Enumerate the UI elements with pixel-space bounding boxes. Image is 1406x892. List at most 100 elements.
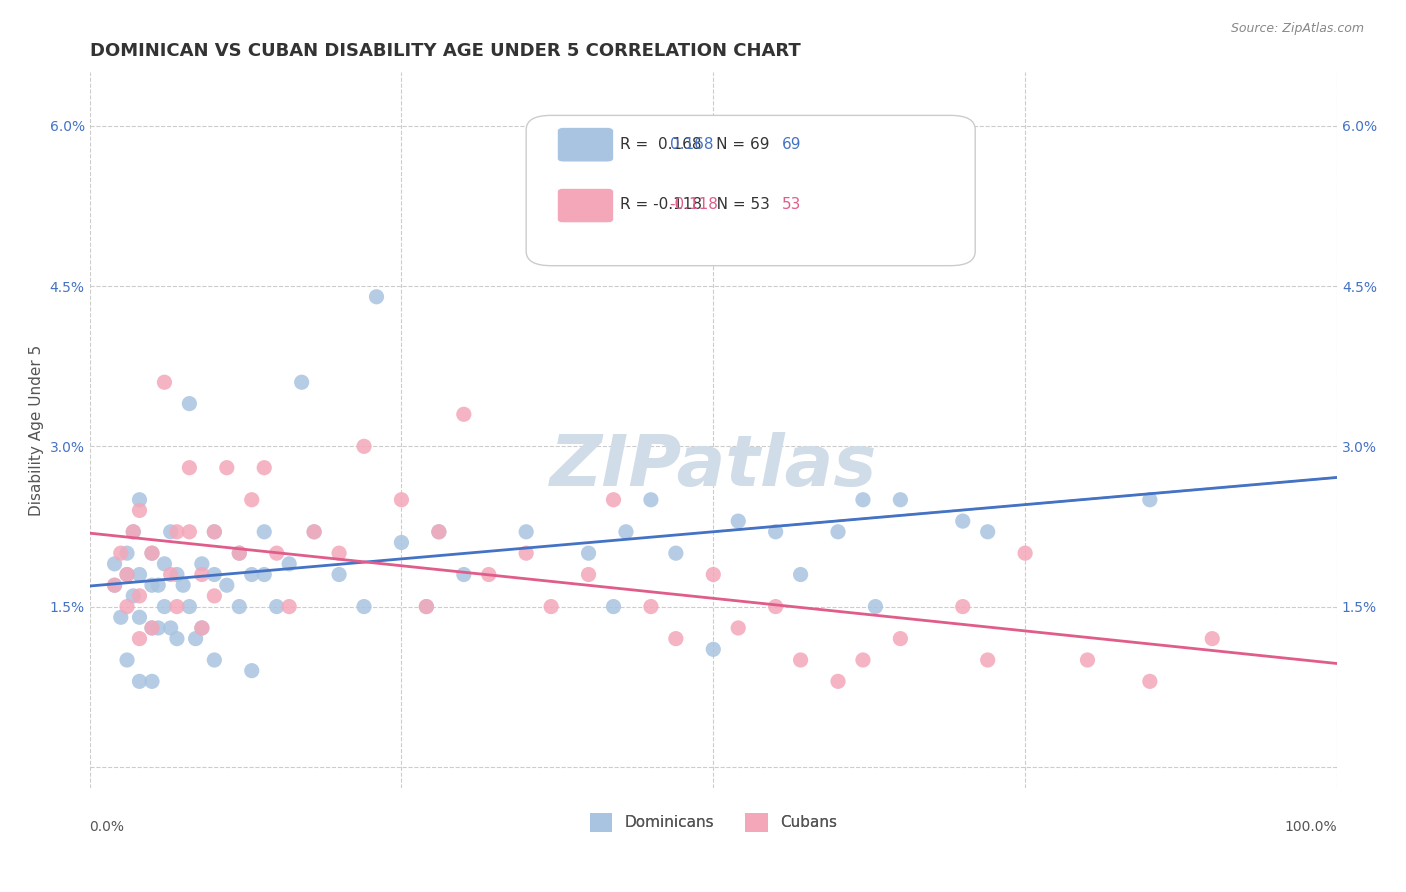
Point <box>179 599 201 614</box>
Point <box>128 503 150 517</box>
Point <box>202 653 225 667</box>
Point <box>122 524 145 539</box>
Text: R =  0.168   N = 69: R = 0.168 N = 69 <box>620 136 769 152</box>
Point <box>128 589 150 603</box>
Point <box>202 589 225 603</box>
Point <box>128 610 150 624</box>
Point <box>141 546 163 560</box>
Point <box>215 578 238 592</box>
Point <box>415 599 437 614</box>
Point <box>240 492 263 507</box>
Point <box>266 599 288 614</box>
Point <box>889 492 911 507</box>
Point <box>153 599 176 614</box>
Point <box>172 578 194 592</box>
Point <box>952 514 974 528</box>
Point <box>278 599 301 614</box>
Point <box>427 524 450 539</box>
Point <box>228 599 250 614</box>
Point <box>115 567 138 582</box>
Point <box>253 460 276 475</box>
FancyBboxPatch shape <box>526 115 976 266</box>
Text: Source: ZipAtlas.com: Source: ZipAtlas.com <box>1230 22 1364 36</box>
Point <box>578 567 600 582</box>
Point <box>228 546 250 560</box>
Point <box>128 632 150 646</box>
Point <box>1076 653 1098 667</box>
Point <box>952 599 974 614</box>
Point <box>366 290 388 304</box>
Point <box>515 524 537 539</box>
Point <box>128 567 150 582</box>
Point <box>540 599 562 614</box>
Text: ZIPatlas: ZIPatlas <box>550 432 877 500</box>
Point <box>353 439 375 453</box>
FancyBboxPatch shape <box>557 188 613 223</box>
Text: R = -0.118   N = 53: R = -0.118 N = 53 <box>620 197 769 212</box>
Point <box>191 557 214 571</box>
Point <box>179 396 201 410</box>
Point <box>166 599 188 614</box>
Point <box>202 567 225 582</box>
Point <box>115 653 138 667</box>
Text: -0.118: -0.118 <box>669 197 718 212</box>
Point <box>179 524 201 539</box>
Point <box>1201 632 1223 646</box>
Point <box>159 621 181 635</box>
Point <box>1139 492 1161 507</box>
Point <box>122 524 145 539</box>
Point <box>328 567 350 582</box>
Point <box>278 557 301 571</box>
Point <box>302 524 325 539</box>
Point <box>765 599 787 614</box>
Point <box>141 546 163 560</box>
Point <box>578 546 600 560</box>
Point <box>727 514 749 528</box>
Point <box>852 653 875 667</box>
Point <box>515 546 537 560</box>
Point <box>141 578 163 592</box>
Point <box>153 376 176 390</box>
Y-axis label: Disability Age Under 5: Disability Age Under 5 <box>30 344 44 516</box>
Point <box>166 632 188 646</box>
Text: 0.168: 0.168 <box>669 136 713 152</box>
Point <box>353 599 375 614</box>
Point <box>215 460 238 475</box>
Point <box>602 492 624 507</box>
Point <box>302 524 325 539</box>
Point <box>202 524 225 539</box>
Point <box>702 567 724 582</box>
Point <box>391 535 413 549</box>
Point <box>141 621 163 635</box>
Text: 0.0%: 0.0% <box>90 820 125 834</box>
Point <box>148 578 170 592</box>
Point <box>240 567 263 582</box>
Point <box>159 524 181 539</box>
Point <box>103 578 125 592</box>
Text: DOMINICAN VS CUBAN DISABILITY AGE UNDER 5 CORRELATION CHART: DOMINICAN VS CUBAN DISABILITY AGE UNDER … <box>90 42 800 60</box>
Point <box>665 546 688 560</box>
Point <box>141 621 163 635</box>
Point <box>240 664 263 678</box>
Point <box>789 567 811 582</box>
Point <box>391 492 413 507</box>
Point <box>865 599 887 614</box>
Point <box>1014 546 1036 560</box>
Point <box>478 567 501 582</box>
Point <box>1139 674 1161 689</box>
Point <box>122 589 145 603</box>
Point <box>159 567 181 582</box>
Point <box>789 653 811 667</box>
Point <box>166 567 188 582</box>
Point <box>202 524 225 539</box>
Point <box>115 567 138 582</box>
Point <box>141 674 163 689</box>
Point <box>110 546 132 560</box>
Point <box>184 632 207 646</box>
Point <box>328 546 350 560</box>
Point <box>191 567 214 582</box>
Point <box>415 599 437 614</box>
Point <box>115 546 138 560</box>
Point <box>765 524 787 539</box>
Text: 100.0%: 100.0% <box>1284 820 1337 834</box>
